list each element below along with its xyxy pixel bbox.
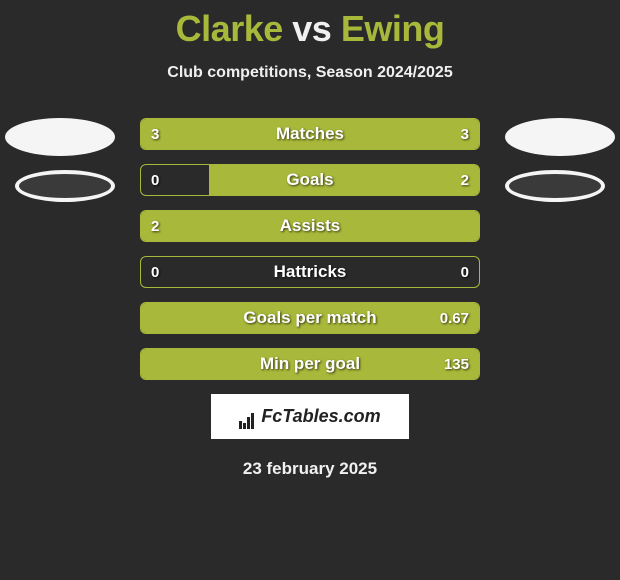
stat-fill-left — [141, 119, 310, 149]
stat-value-right: 0 — [461, 257, 469, 287]
stat-value-left: 0 — [151, 165, 159, 195]
avatar-right-secondary — [505, 170, 605, 202]
brand-bars-icon — [239, 408, 255, 429]
brand-badge: FcTables.com — [211, 394, 408, 439]
comparison-bars: 33Matches02Goals2Assists00Hattricks0.67G… — [140, 118, 480, 380]
stat-fill-right — [209, 165, 479, 195]
comparison-title: Clarke vs Ewing — [0, 8, 620, 50]
stat-row: 135Min per goal — [140, 348, 480, 380]
avatar-left-secondary — [15, 170, 115, 202]
stat-fill-left — [141, 211, 479, 241]
stat-label: Hattricks — [141, 257, 479, 287]
brand-text: FcTables.com — [261, 406, 380, 426]
stat-fill-right — [310, 119, 479, 149]
subtitle: Club competitions, Season 2024/2025 — [0, 64, 620, 82]
stat-row: 0.67Goals per match — [140, 302, 480, 334]
stat-row: 0 0Hattricks — [140, 256, 480, 288]
vs-separator: vs — [292, 8, 331, 49]
stat-row: 2Assists — [140, 210, 480, 242]
stat-row: 02Goals — [140, 164, 480, 196]
stat-value-left: 0 — [151, 257, 159, 287]
player-right-name: Ewing — [341, 8, 445, 49]
stat-fill-right — [141, 303, 479, 333]
player-left-name: Clarke — [176, 8, 283, 49]
header: Clarke vs Ewing Club competitions, Seaso… — [0, 0, 620, 82]
footer: FcTables.com 23 february 2025 — [0, 394, 620, 479]
date-label: 23 february 2025 — [0, 459, 620, 479]
avatar-left-primary — [5, 118, 115, 156]
stat-fill-right — [141, 349, 479, 379]
avatar-right-primary — [505, 118, 615, 156]
stat-row: 33Matches — [140, 118, 480, 150]
